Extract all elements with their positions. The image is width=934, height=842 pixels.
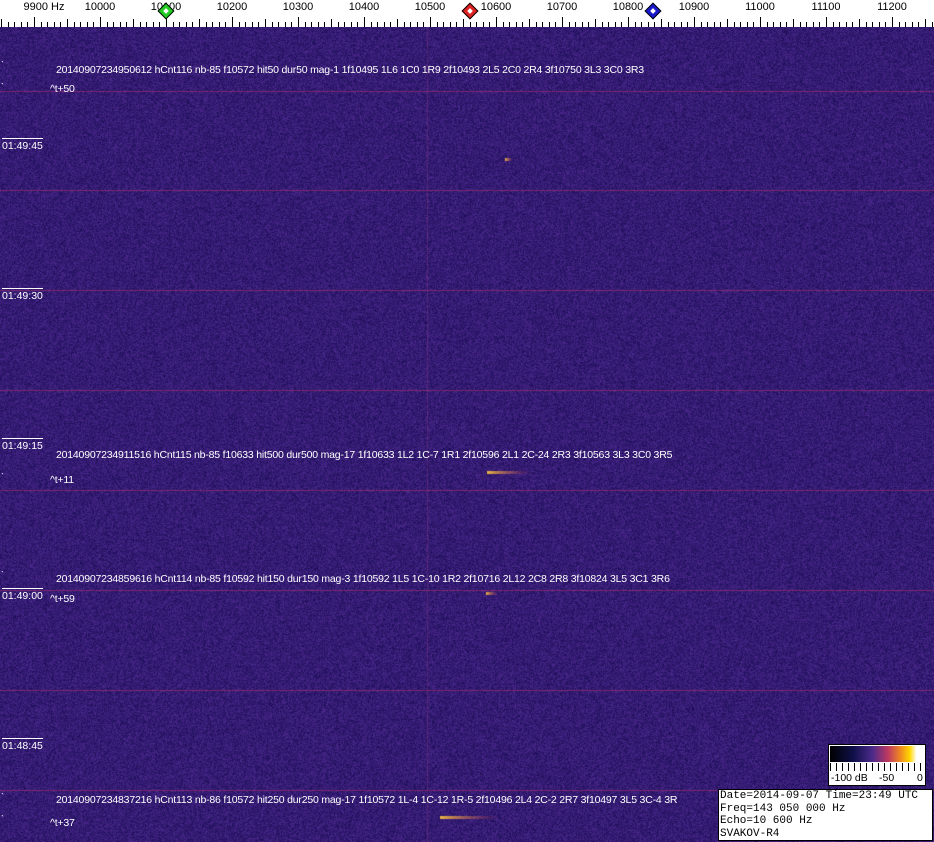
- detection-delta: ^t+50: [50, 83, 75, 95]
- freq-tick: [760, 17, 761, 27]
- freq-label: 10900: [679, 1, 710, 13]
- time-label: 01:49:30: [2, 288, 43, 302]
- caret-mark: `: [1, 814, 4, 824]
- caret-mark: `: [1, 82, 4, 92]
- detection-delta: ^t+11: [50, 474, 74, 486]
- freq-tick: [463, 19, 464, 27]
- freq-label: 10000: [85, 1, 116, 13]
- freq-tick: [892, 17, 893, 27]
- freq-tick: [199, 19, 200, 27]
- freq-tick: [67, 19, 68, 27]
- freq-tick: [859, 19, 860, 27]
- caret-mark: `: [1, 60, 4, 70]
- station-text: SVAKOV-R4: [720, 828, 932, 841]
- freq-tick: [298, 17, 299, 27]
- legend-label-mid: -50: [879, 772, 894, 784]
- legend-ticks: [830, 763, 924, 771]
- freq-label: 10700: [547, 1, 578, 13]
- freq-tick: [496, 17, 497, 27]
- freq-tick: [793, 19, 794, 27]
- freq-tick: [826, 17, 827, 27]
- freq-label: 10200: [217, 1, 248, 13]
- info-box: Date=2014-09-07 Time=23:49 UTC Freq=143 …: [718, 789, 933, 841]
- caret-mark: `: [1, 570, 4, 580]
- spectrogram-window: 9900 Hz 10000 10100 10200 10300 10400 10…: [0, 0, 934, 842]
- freq-label: 10800: [613, 1, 644, 13]
- detection-delta: ^t+59: [50, 593, 75, 605]
- red-marker-icon[interactable]: [462, 3, 479, 20]
- color-scale-legend: -100 dB -50 0: [828, 744, 926, 786]
- waterfall-display[interactable]: ` 20140907234950612 hCnt116 nb-85 f10572…: [0, 27, 934, 842]
- detection-line: 20140907234837216 hCnt113 nb-86 f10572 h…: [56, 794, 677, 806]
- freq-tick: [727, 19, 728, 27]
- time-label: 01:49:00: [2, 588, 43, 602]
- echo-text: Echo=10 600 Hz: [720, 815, 932, 828]
- detection-delta: ^t+37: [50, 817, 75, 829]
- time-label: 01:48:45: [2, 738, 43, 752]
- freq-label: 11000: [745, 1, 775, 13]
- freq-tick: [265, 19, 266, 27]
- freq-tick: [628, 17, 629, 27]
- freq-tick: [133, 19, 134, 27]
- date-time-text: Date=2014-09-07 Time=23:49 UTC: [720, 790, 932, 803]
- freq-tick: [331, 19, 332, 27]
- freq-tick: [430, 17, 431, 27]
- freq-tick: [364, 17, 365, 27]
- time-label: 01:49:45: [2, 138, 43, 152]
- freq-tick: [661, 19, 662, 27]
- freq-label: 11200: [877, 1, 907, 13]
- frequency-scale[interactable]: 9900 Hz 10000 10100 10200 10300 10400 10…: [0, 0, 934, 27]
- freq-label: 10600: [481, 1, 512, 13]
- blue-marker-icon[interactable]: [645, 3, 662, 20]
- detection-line: 20140907234859616 hCnt114 nb-85 f10592 h…: [56, 573, 670, 585]
- legend-label-min: -100 dB: [831, 772, 868, 784]
- freq-tick: [100, 17, 101, 27]
- legend-label-max: 0: [917, 772, 923, 784]
- color-gradient-bar: [830, 746, 924, 762]
- freq-label: 10300: [283, 1, 314, 13]
- detection-line: 20140907234911516 hCnt115 nb-85 f10633 h…: [56, 449, 672, 461]
- detection-line: 20140907234950612 hCnt116 nb-85 f10572 h…: [56, 64, 644, 76]
- freq-tick: [595, 19, 596, 27]
- freq-tick: [562, 17, 563, 27]
- freq-label-9900-hz: 9900 Hz: [24, 1, 65, 13]
- frequency-text: Freq=143 050 000 Hz: [720, 803, 932, 816]
- freq-tick: [694, 17, 695, 27]
- freq-label: 10400: [349, 1, 380, 13]
- waterfall-canvas: [0, 27, 934, 842]
- time-label: 01:49:15: [2, 438, 43, 452]
- freq-tick: [397, 19, 398, 27]
- freq-label: 11100: [812, 1, 841, 13]
- freq-tick: [529, 19, 530, 27]
- freq-tick: [232, 17, 233, 27]
- caret-mark: `: [1, 472, 4, 482]
- freq-unit: Hz: [51, 1, 64, 13]
- caret-mark: `: [1, 792, 4, 802]
- freq-label: 9900: [24, 1, 48, 13]
- freq-tick: [925, 19, 926, 27]
- freq-tick: [1, 19, 2, 27]
- freq-tick: [34, 17, 35, 27]
- freq-label: 10500: [415, 1, 446, 13]
